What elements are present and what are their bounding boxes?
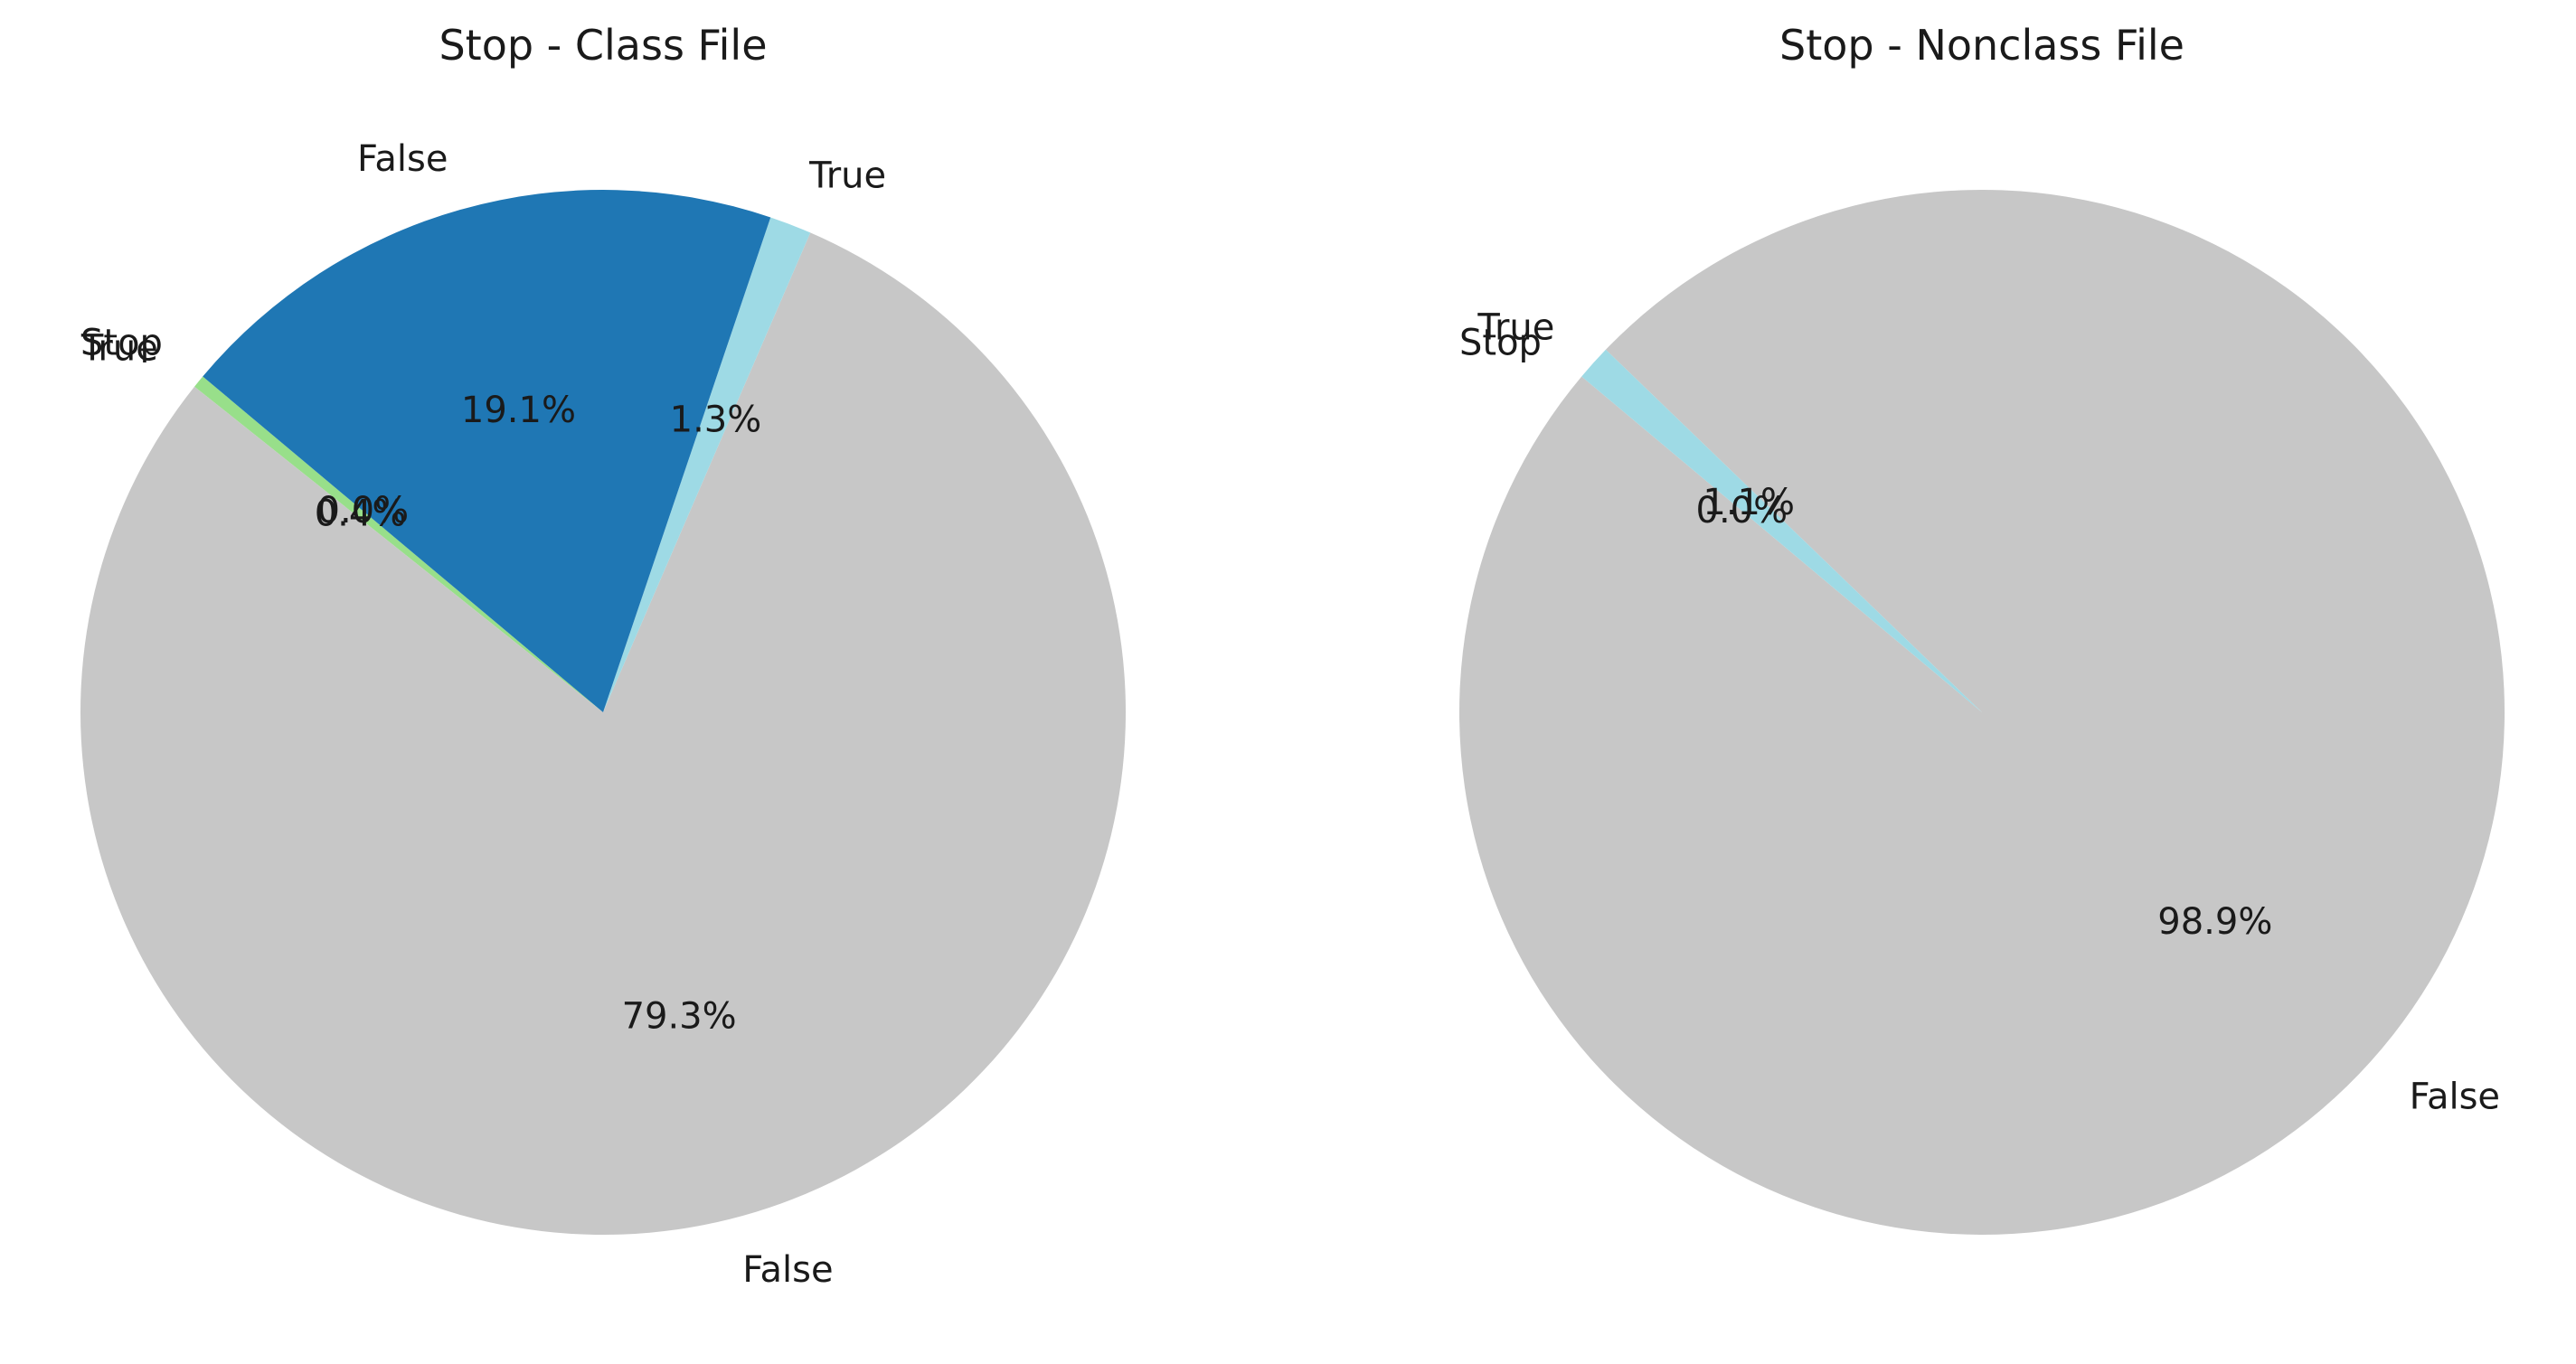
percent-label: 1.1% bbox=[1703, 482, 1795, 523]
slice-label: True bbox=[1477, 307, 1554, 349]
pie-chart-nonclass-file: Stop - Nonclass File Stop 0.0% False 98.9% T… bbox=[1458, 21, 2505, 1236]
pie-slice bbox=[603, 217, 811, 712]
percent-label: 19.1% bbox=[461, 390, 576, 431]
pie-chart-class-file: Stop - Class File Stop 0.0% True 0.4% False 7… bbox=[80, 21, 1127, 1291]
slice-label: True bbox=[808, 155, 886, 197]
percent-label: 0.0% bbox=[317, 490, 410, 531]
slice-label: False bbox=[357, 138, 448, 180]
pie-slice bbox=[80, 232, 1127, 1235]
slice-label: False bbox=[2410, 1076, 2500, 1117]
chart-title: Stop - Nonclass File bbox=[1779, 21, 2184, 70]
percent-label: 98.9% bbox=[2157, 901, 2272, 943]
pie-labels: Stop 0.0% False 98.9% True 1.1% bbox=[1459, 307, 2500, 1118]
slice-label: False bbox=[742, 1249, 833, 1291]
slice-label: Stop bbox=[80, 322, 163, 363]
pie-slice bbox=[203, 189, 771, 712]
percent-label: 79.3% bbox=[622, 995, 737, 1037]
percent-label: 0.4% bbox=[315, 493, 407, 534]
pie-slice bbox=[1458, 190, 2505, 1236]
pie-labels: Stop 0.0% True 0.4% False 79.3% True 1.3% False 1… bbox=[80, 138, 886, 1291]
pie-slices bbox=[1458, 190, 2505, 1236]
percent-label: 1.3% bbox=[670, 399, 762, 440]
pie-slice bbox=[194, 376, 603, 712]
pie-slices bbox=[80, 189, 1127, 1235]
chart-title: Stop - Class File bbox=[439, 21, 767, 70]
pie-slice bbox=[1581, 349, 1982, 712]
slice-label: Stop bbox=[1459, 322, 1542, 363]
percent-label: 0.0% bbox=[1696, 490, 1788, 531]
slice-label: True bbox=[80, 327, 158, 369]
